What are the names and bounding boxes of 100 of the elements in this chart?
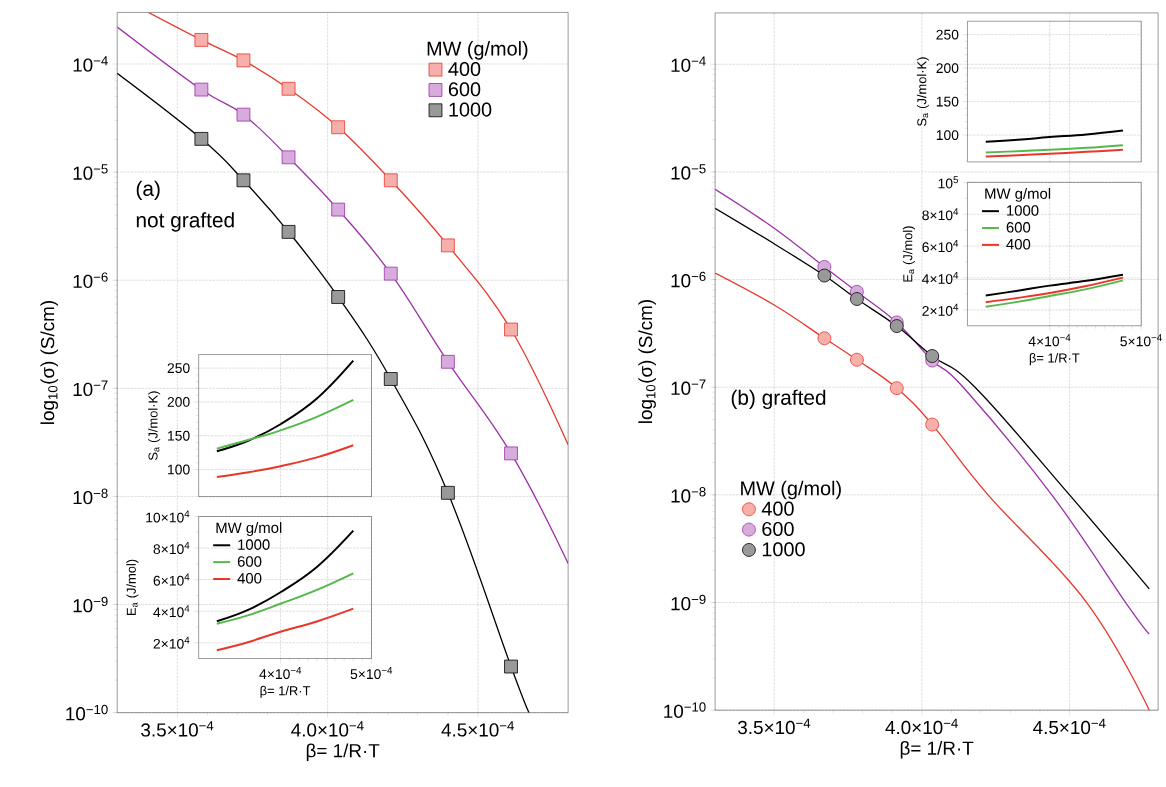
- annotation: not grafted: [136, 212, 234, 232]
- point: [383, 372, 398, 387]
- point: [194, 132, 209, 146]
- legend-title: MW (g/mol): [741, 480, 841, 500]
- point: [441, 355, 455, 369]
- x-axis-title: β= 1/R·T: [306, 743, 380, 762]
- point: [817, 331, 832, 346]
- point: [236, 107, 251, 122]
- point: [925, 349, 940, 364]
- x-tick-label: 4×10$^{−4}$: [259, 667, 302, 680]
- point: [194, 33, 209, 47]
- point: [383, 266, 398, 281]
- y-tick-label: 10$^{−5}$: [671, 164, 706, 180]
- x-tick-label: 3.5×10$^{−4}$: [738, 718, 811, 735]
- y-tick-label: 10$^{−9}$: [73, 596, 108, 613]
- legend-label: 400: [237, 573, 262, 584]
- x-tick-label: 3.5×10$^{−4}$: [141, 721, 214, 737]
- line-series: [984, 149, 1124, 158]
- point: [850, 353, 864, 367]
- x-tick-label: 4.5×10$^{−4}$: [441, 721, 514, 737]
- x-tick-label: 4.0×10$^{−4}$: [291, 721, 364, 737]
- x-tick-label: 4.5×10$^{−4}$: [1033, 718, 1106, 735]
- line-series: [215, 399, 355, 450]
- y-axis-title: S$_{a}$ (J/mol·K): [148, 391, 161, 461]
- x-axis-title: β= 1/R·T: [900, 741, 974, 759]
- legend-label: 1000: [449, 102, 492, 117]
- line-series: [984, 144, 1124, 154]
- line-series: [215, 444, 355, 479]
- y-tick-label: 10$^{−6}$: [671, 271, 706, 288]
- legend-label: 400: [761, 501, 794, 516]
- y-tick-label: 10$^{−10}$: [66, 705, 108, 721]
- y-tick-label: 8×10$^{4}$: [153, 542, 190, 555]
- y-tick-label: 10$^{−10}$: [664, 702, 706, 719]
- point: [236, 53, 251, 68]
- y-tick-label: 10$^{−4}$: [73, 56, 108, 72]
- y-tick-label: 6×10$^{4}$: [153, 573, 190, 586]
- x-axis-title: β= 1/R·T: [260, 686, 311, 699]
- legend-label: 1000: [238, 539, 270, 551]
- y-tick-label: 10×10$^{4}$: [146, 510, 190, 523]
- y-tick-label: 100: [168, 464, 190, 475]
- point: [441, 238, 455, 253]
- legend-label: 600: [1006, 222, 1031, 233]
- legend-label: 1000: [1007, 205, 1039, 216]
- y-tick-label: 10$^{−6}$: [73, 272, 108, 289]
- point: [281, 225, 296, 239]
- legend-label: 600: [448, 82, 481, 97]
- legend-title: MW g/mol: [216, 522, 282, 537]
- point: [889, 381, 904, 396]
- point: [441, 486, 455, 500]
- y-tick-label: 4×10$^{4}$: [922, 272, 959, 285]
- point: [504, 659, 518, 674]
- y-tick-label: 10$^{−4}$: [671, 56, 706, 73]
- point: [236, 173, 251, 188]
- y-tick-label: 2×10$^{4}$: [922, 304, 959, 317]
- y-tick-label: 200: [167, 397, 190, 408]
- y-tick-label: 10$^{−8}$: [73, 488, 108, 505]
- point: [281, 82, 296, 96]
- y-axis-title: S$_{a}$ (J/mol·K): [916, 57, 929, 127]
- x-tick-label: 4.0×10$^{−4}$: [885, 718, 958, 735]
- point: [850, 292, 864, 307]
- y-axis-title: E$_{a}$ (J/mol): [902, 226, 915, 282]
- point: [194, 82, 209, 97]
- line-series: [215, 572, 355, 625]
- y-tick-label: 10$^{−5}$: [73, 164, 108, 181]
- line-series: [215, 607, 355, 652]
- y-tick-label: 10$^{−7}$: [73, 380, 108, 397]
- y-tick-label: 10$^{−9}$: [671, 594, 706, 611]
- y-axis-title: log$_{10}$(σ) (S/cm): [40, 301, 59, 425]
- point: [331, 120, 346, 135]
- y-tick-label: 10$^{−8}$: [671, 487, 706, 503]
- x-tick-label: 5×10$^{−4}$: [350, 667, 393, 680]
- line-series: [215, 359, 355, 453]
- legend-label: 400: [1006, 239, 1031, 250]
- y-axis-title: E$_{a}$ (J/mol): [126, 559, 139, 616]
- y-tick-label: 2×10$^{4}$: [153, 636, 190, 649]
- point: [383, 173, 398, 188]
- y-tick-label: 100: [936, 130, 959, 141]
- legend-title: MW g/mol: [985, 188, 1051, 203]
- y-axis-title: log$_{10}$(σ) (S/cm): [638, 300, 656, 424]
- y-tick-label: 250: [167, 363, 190, 374]
- line-series: [984, 273, 1124, 297]
- legend-title: MW (g/mol): [427, 41, 528, 60]
- x-axis-title: β= 1/R·T: [1029, 353, 1080, 366]
- legend-label: 400: [448, 62, 481, 77]
- point: [817, 268, 832, 283]
- point: [504, 322, 518, 337]
- point: [925, 417, 940, 432]
- y-tick-label: 10$^{5}$: [938, 176, 959, 189]
- legend-label: 1000: [762, 542, 805, 557]
- legend-label: 600: [237, 556, 262, 567]
- point: [504, 446, 518, 461]
- point: [281, 150, 296, 165]
- point: [889, 319, 904, 334]
- point: [331, 290, 346, 304]
- line-series: [984, 129, 1124, 143]
- x-tick-label: 4×10$^{−4}$: [1028, 334, 1071, 347]
- y-tick-label: 200: [936, 63, 959, 74]
- y-tick-label: 150: [168, 430, 190, 441]
- y-tick-label: 6×10$^{4}$: [922, 240, 959, 253]
- y-tick-label: 10$^{−7}$: [671, 379, 706, 396]
